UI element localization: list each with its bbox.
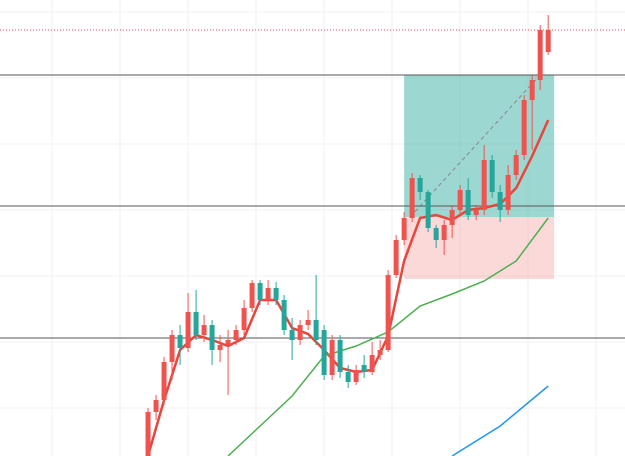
- candle-body: [497, 192, 503, 210]
- candle-body: [473, 210, 479, 215]
- candle-body: [401, 218, 407, 240]
- candle-body: [489, 160, 495, 192]
- candle-body: [345, 372, 351, 382]
- candle-body: [449, 210, 455, 225]
- candle-body: [209, 325, 215, 350]
- candle-body: [377, 350, 383, 355]
- candle-body: [145, 412, 151, 456]
- candle-body: [217, 345, 223, 350]
- candle-body: [329, 340, 335, 375]
- candle-body: [361, 365, 367, 372]
- candle-body: [433, 228, 439, 240]
- candle-body: [505, 175, 511, 210]
- candle-body: [321, 330, 327, 375]
- candle-body: [457, 190, 463, 210]
- candle-body: [305, 320, 311, 325]
- candle-body: [353, 370, 359, 382]
- candle-body: [185, 312, 191, 348]
- candle-body: [417, 178, 423, 192]
- candle-body: [161, 362, 167, 400]
- candle-body: [529, 80, 535, 100]
- candle-body: [313, 320, 319, 340]
- candle-body: [193, 312, 199, 335]
- candle-body: [513, 155, 519, 175]
- candle-body: [481, 160, 487, 210]
- candle-body: [393, 240, 399, 275]
- candle-body: [281, 300, 287, 330]
- candle-body: [521, 100, 527, 155]
- candle-body: [241, 308, 247, 330]
- candle-body: [425, 192, 431, 228]
- candle-body: [385, 275, 391, 350]
- candle-body: [177, 335, 183, 348]
- candle-body: [537, 30, 543, 80]
- candle-body: [545, 30, 551, 52]
- candle-body: [465, 190, 471, 215]
- candle-body: [273, 288, 279, 300]
- candle-body: [153, 400, 159, 412]
- candle-body: [337, 340, 343, 372]
- moving-average: [451, 385, 549, 456]
- candle-body: [297, 325, 303, 340]
- candle-body: [369, 355, 375, 372]
- candle-body: [441, 225, 447, 240]
- candle-body: [233, 330, 239, 340]
- candle-body: [249, 283, 255, 308]
- candle-body: [169, 335, 175, 362]
- candle-body: [289, 330, 295, 340]
- candle-body: [265, 288, 271, 300]
- candle-body: [201, 325, 207, 335]
- candle-body: [409, 178, 415, 218]
- candle-body: [257, 283, 263, 300]
- candle-body: [225, 340, 231, 345]
